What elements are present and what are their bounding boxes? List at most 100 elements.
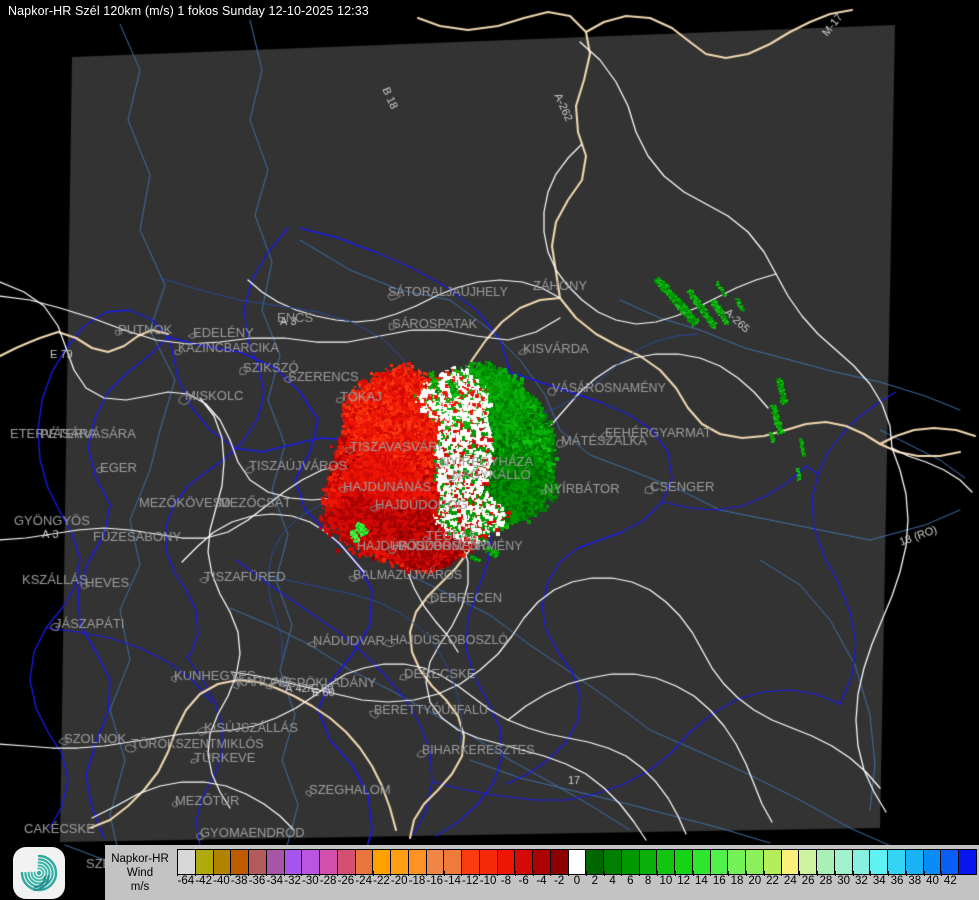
legend-swatch[interactable]: [728, 850, 746, 874]
legend-tick-label: -20: [390, 875, 408, 887]
legend-tick-mark: [461, 871, 463, 876]
legend-swatch[interactable]: [178, 850, 196, 874]
legend-swatch[interactable]: [710, 850, 729, 874]
legend-tick-mark: [408, 871, 410, 876]
legend-swatch[interactable]: [320, 850, 338, 874]
legend-swatch[interactable]: [657, 850, 675, 874]
legend-swatch[interactable]: [479, 850, 498, 874]
legend-tick-mark: [692, 871, 694, 876]
legend-swatch[interactable]: [763, 850, 782, 874]
legend-tick-label: 36: [890, 875, 904, 887]
legend-tick-mark: [514, 871, 516, 876]
legend-tick-mark: [354, 871, 356, 876]
legend-tick-mark: [603, 871, 605, 876]
legend-swatch[interactable]: [355, 850, 374, 874]
legend-swatch[interactable]: [604, 850, 622, 874]
legend-tick-mark: [568, 871, 570, 876]
legend-swatch[interactable]: [284, 850, 303, 874]
legend-tick-label: 30: [837, 875, 851, 887]
legend-swatch[interactable]: [231, 850, 249, 874]
legend-tick-label: 38: [908, 875, 922, 887]
legend-tick-mark: [372, 871, 374, 876]
legend-swatch[interactable]: [550, 850, 569, 874]
legend-tick-mark: [781, 871, 783, 876]
legend-swatch[interactable]: [302, 850, 320, 874]
legend-tick-mark: [817, 871, 818, 876]
legend-tick-mark: [425, 871, 427, 876]
legend-swatch[interactable]: [391, 850, 409, 874]
legend-swatch[interactable]: [905, 850, 924, 874]
legend-swatch[interactable]: [799, 850, 817, 874]
legend-swatch[interactable]: [568, 850, 587, 874]
legend-tick-label: 6: [627, 875, 634, 887]
legend-tick-mark: [194, 871, 196, 876]
legend-tick-label: -18: [408, 875, 426, 887]
legend-tick-label: -16: [426, 875, 444, 887]
legend-tick-mark: [585, 871, 587, 876]
legend-tick-mark: [763, 871, 765, 876]
legend-swatch[interactable]: [266, 850, 285, 874]
legend-swatch[interactable]: [639, 850, 658, 874]
legend-swatch[interactable]: [870, 850, 888, 874]
legend-swatch[interactable]: [337, 850, 356, 874]
legend-tick-mark: [265, 871, 267, 876]
legend-tick-label: -34: [266, 875, 284, 887]
legend-tick-mark: [283, 871, 285, 876]
legend-swatch[interactable]: [817, 850, 835, 874]
legend-swatch[interactable]: [515, 850, 533, 874]
legend-tick-label: 20: [748, 875, 762, 887]
legend-tick-mark: [550, 871, 552, 876]
legend-swatch[interactable]: [195, 850, 214, 874]
legend-scale: -64 -42 -40 -38 -36 -34 -32 -30 -28 -26 -24 -22 -20-…: [177, 845, 979, 900]
legend-swatch[interactable]: [586, 850, 604, 874]
legend-swatch[interactable]: [834, 850, 853, 874]
legend-swatch[interactable]: [923, 850, 942, 874]
legend-swatch[interactable]: [462, 850, 480, 874]
legend-swatch[interactable]: [888, 850, 906, 874]
legend-tick-label: 34: [872, 875, 886, 887]
legend-swatch[interactable]: [497, 850, 516, 874]
legend-tick-mark: [301, 871, 303, 876]
legend-swatch[interactable]: [852, 850, 871, 874]
legend-swatch[interactable]: [533, 850, 551, 874]
legend-swatch[interactable]: [373, 850, 391, 874]
legend-tick-mark: [337, 871, 338, 876]
legend-tick-mark: [212, 871, 214, 876]
legend-tick-label: -24: [355, 875, 372, 887]
legend-tick-label: 4: [609, 875, 616, 887]
legend-tick-mark: [390, 871, 392, 876]
legend-swatch[interactable]: [213, 850, 232, 874]
legend-tick-label: -26: [337, 875, 355, 887]
legend-swatch[interactable]: [426, 850, 445, 874]
legend-tick-label: -30: [302, 875, 319, 887]
legend-tick-label: 24: [783, 875, 797, 887]
legend-swatch[interactable]: [692, 850, 711, 874]
legend-tick-label: 28: [819, 875, 833, 887]
legend-swatch[interactable]: [781, 850, 800, 874]
legend-swatches[interactable]: [177, 849, 977, 875]
legend-tick-mark: [230, 871, 232, 876]
legend-swatch[interactable]: [675, 850, 693, 874]
legend-swatch[interactable]: [959, 850, 976, 874]
legend-tick-label: 2: [591, 875, 598, 887]
colorbar-legend: Napkor-HR Wind m/s -64 -42 -40 -38 -36 -34 -32…: [105, 845, 979, 900]
legend-tick-mark: [834, 871, 836, 876]
legend-tick-label: -4: [536, 875, 547, 887]
legend-swatch[interactable]: [408, 850, 427, 874]
legend-swatch[interactable]: [621, 850, 640, 874]
legend-tick-label: 22: [766, 875, 779, 887]
legend-tick-label: 42: [943, 875, 957, 887]
legend-tick-mark: [674, 871, 676, 876]
legend-tick-label: -2: [554, 875, 565, 887]
legend-swatch[interactable]: [444, 850, 462, 874]
legend-tick-mark: [248, 871, 250, 876]
legend-title: Napkor-HR: [111, 852, 169, 865]
legend-tick-mark: [177, 871, 178, 876]
legend-tick-mark: [799, 871, 801, 876]
legend-caption: Napkor-HR Wind m/s: [105, 845, 177, 900]
legend-swatch[interactable]: [746, 850, 764, 874]
legend-swatch[interactable]: [941, 850, 959, 874]
legend-swatch[interactable]: [249, 850, 267, 874]
